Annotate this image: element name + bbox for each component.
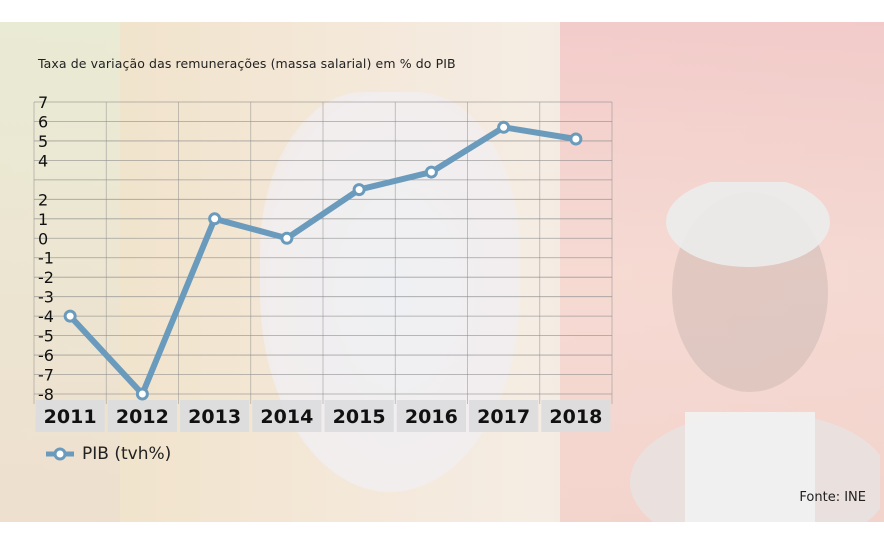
chart-grid <box>33 101 613 404</box>
y-tick-label: 0 <box>38 229 48 248</box>
y-tick-label: -7 <box>38 366 54 385</box>
y-tick-label: 4 <box>38 151 48 170</box>
source-note: Fonte: INE <box>799 490 866 505</box>
data-point <box>208 212 222 226</box>
y-tick-label: 2 <box>38 190 48 209</box>
background-person-photo <box>630 182 880 522</box>
data-point <box>497 120 511 134</box>
x-tick-label: 2013 <box>188 406 241 428</box>
x-tick-label: 2015 <box>333 406 386 428</box>
x-axis-band <box>35 400 611 432</box>
x-tick-label: 2014 <box>260 406 313 428</box>
data-point <box>63 309 77 323</box>
y-tick-label: 5 <box>38 132 48 151</box>
data-point <box>135 387 149 401</box>
x-band-cell <box>541 400 611 432</box>
x-band-cell <box>469 400 539 432</box>
series-layer <box>63 120 583 401</box>
y-tick-label: -3 <box>38 288 54 307</box>
y-tick-label: -5 <box>38 327 54 346</box>
y-tick-label: -2 <box>38 268 54 287</box>
x-band-cell <box>396 400 466 432</box>
background-flag-green <box>0 22 120 522</box>
data-point <box>280 231 294 245</box>
y-tick-label: 7 <box>38 93 48 112</box>
x-tick-label: 2012 <box>116 406 169 428</box>
legend-swatch-line-marker <box>46 447 74 461</box>
y-tick-label: -4 <box>38 307 54 326</box>
x-axis: 2011 2012 2013 2014 2015 2016 2017 2018 <box>44 406 603 428</box>
chart-title: Taxa de variação das remunerações (massa… <box>38 56 456 71</box>
y-tick-label: 6 <box>38 112 48 131</box>
x-band-cell <box>180 400 250 432</box>
x-band-cell <box>252 400 322 432</box>
data-point <box>569 132 583 146</box>
y-tick-label: -1 <box>38 249 54 268</box>
x-tick-label: 2018 <box>549 406 602 428</box>
x-tick-label: 2016 <box>405 406 458 428</box>
series-line <box>67 124 579 397</box>
x-band-cell <box>107 400 177 432</box>
legend: PIB (tvh%) <box>46 443 171 465</box>
chart-figure: Taxa de variação das remunerações (massa… <box>0 22 884 522</box>
x-tick-label: 2011 <box>44 406 97 428</box>
data-point <box>352 183 366 197</box>
y-tick-label: 1 <box>38 210 48 229</box>
data-point <box>424 165 438 179</box>
x-tick-label: 2017 <box>477 406 530 428</box>
x-band-cell <box>35 400 105 432</box>
y-tick-label: -6 <box>38 346 54 365</box>
x-band-cell <box>324 400 394 432</box>
legend-label: PIB (tvh%) <box>82 444 172 464</box>
y-tick-label: -8 <box>38 385 54 404</box>
